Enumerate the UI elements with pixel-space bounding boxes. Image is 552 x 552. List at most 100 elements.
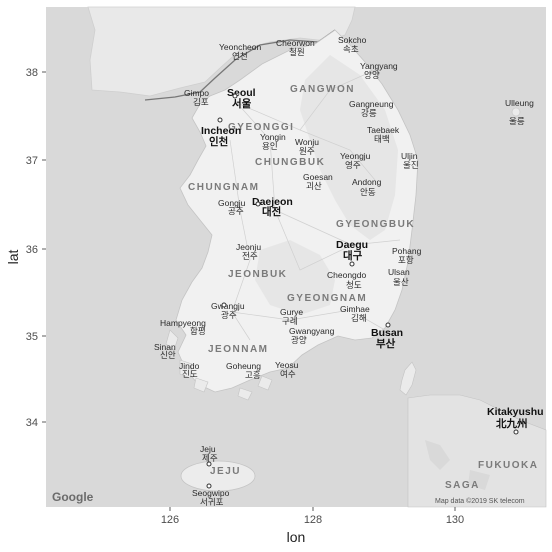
y-tick-label: 34: [26, 417, 38, 429]
city-hampyeong-ko: 함평: [190, 326, 206, 336]
city-sinan-ko: 신안: [160, 350, 176, 360]
y-tick-label: 38: [26, 67, 38, 79]
city-seogwipo-ko: 서귀포: [200, 497, 224, 507]
region-jeju: JEJU: [210, 466, 241, 477]
city-goheung: Goheung: [226, 361, 261, 371]
city-ulleung-ko: 울릉: [509, 116, 525, 126]
city-gwangyang-ko: 광양: [291, 335, 307, 345]
region-jeonnam: JEONNAM: [208, 344, 269, 355]
jeju-island: [180, 460, 256, 492]
city-jeonju: Jeonju: [236, 242, 261, 252]
city-pohang-ko: 포항: [398, 255, 414, 265]
city-yeongju: Yeongju: [340, 151, 371, 161]
city-incheon: Incheon: [201, 125, 241, 137]
map-attribution: Map data ©2019 SK telecom: [435, 497, 525, 505]
city-kitakyushu-ko: 北九州: [496, 417, 528, 430]
city-labels: Yeoncheon 연천 Cheorwon 철원 Sokcho 속초 Yangy…: [154, 35, 544, 507]
city-gwangju-ko: 광주: [221, 310, 237, 320]
region-gyeongbuk: GYEONGBUK: [336, 219, 415, 230]
y-tick-label: 37: [26, 155, 38, 167]
city-daegu-ko: 대구: [343, 249, 363, 262]
city-yeoncheon-ko: 연천: [232, 51, 248, 61]
city-gangneung: Gangneung: [349, 99, 394, 109]
city-gongju-ko: 공주: [228, 206, 244, 216]
region-chungnam: CHUNGNAM: [188, 182, 259, 193]
region-gyeonggi: GYEONGGI: [228, 122, 294, 133]
dmz-line: [144, 29, 336, 101]
region-saga: SAGA: [445, 480, 480, 491]
city-andong: Andong: [352, 177, 382, 187]
city-jeonju-ko: 전주: [242, 251, 258, 261]
x-axis: [169, 507, 456, 511]
city-cheorwon-ko: 철원: [289, 47, 305, 57]
x-axis-title: lon: [287, 529, 306, 545]
city-markers: [206, 93, 519, 489]
city-jindo-ko: 진도: [182, 369, 198, 379]
x-tick-label: 128: [304, 514, 322, 526]
city-kitakyushu: Kitakyushu: [487, 406, 544, 418]
city-ulsan-ko: 울산: [393, 277, 409, 287]
city-sokcho: Sokcho: [338, 35, 367, 45]
city-seogwipo: Seogwipo: [192, 488, 230, 498]
city-goheung-ko: 고흥: [245, 370, 261, 380]
city-taebaek: Taebaek: [367, 125, 400, 135]
city-yongin-ko: 용인: [262, 141, 278, 151]
x-tick-label: 126: [161, 514, 179, 526]
mountain-shading-east: [300, 55, 398, 240]
city-cheongdo-ko: 청도: [346, 280, 362, 290]
road-network: [229, 69, 401, 341]
city-gimhae: Gimhae: [340, 304, 370, 314]
city-gimpo: Gimpo: [184, 88, 209, 98]
city-gurye-ko: 구례: [282, 316, 298, 326]
region-jeonbuk: JEONBUK: [228, 269, 287, 280]
city-andong-ko: 안동: [360, 187, 376, 197]
region-gyeongnam: GYEONGNAM: [287, 293, 367, 304]
city-uljin: Uljin: [401, 151, 418, 161]
city-wonju: Wonju: [295, 137, 319, 147]
city-goesan: Goesan: [303, 172, 333, 182]
city-daejeon-ko: 대전: [262, 205, 281, 218]
city-daejeon: Daejeon: [252, 196, 293, 208]
y-tick-label: 36: [26, 244, 38, 256]
city-cheongdo: Cheongdo: [327, 270, 367, 280]
city-gimhae-ko: 김해: [351, 313, 367, 323]
city-gwangju: Gwangju: [211, 301, 245, 311]
y-axis-title: lat: [5, 250, 21, 265]
kyushu-landmass: [407, 394, 547, 508]
city-jeju-ko: 제주: [202, 453, 218, 463]
city-gangneung-ko: 강릉: [361, 108, 377, 118]
city-yeosu: Yeosu: [275, 360, 299, 370]
city-gimpo-ko: 김포: [193, 97, 209, 107]
city-yangyang-ko: 양양: [364, 70, 380, 80]
x-tick-label: 130: [446, 514, 464, 526]
city-yongin: Yongin: [260, 132, 286, 142]
city-seoul-ko: 서울: [232, 97, 252, 110]
city-taebaek-ko: 태백: [374, 134, 390, 144]
y-axis: [42, 71, 46, 423]
city-wonju-ko: 원주: [299, 146, 315, 156]
city-ulsan: Ulsan: [388, 267, 410, 277]
north-landmass: [87, 6, 356, 97]
city-yangyang: Yangyang: [360, 61, 398, 71]
kyushu-coast-detail: [425, 440, 490, 490]
ulleung-island: [511, 107, 521, 117]
city-ulleung: Ulleung: [505, 98, 534, 108]
city-jindo: Jindo: [179, 361, 200, 371]
city-cheorwon: Cheorwon: [276, 38, 315, 48]
city-pohang: Pohang: [392, 246, 422, 256]
city-sinan: Sinan: [154, 342, 176, 352]
city-jeju: Jeju: [200, 444, 216, 454]
city-daegu: Daegu: [336, 239, 368, 251]
region-labels: GANGWON GYEONGGI CHUNGBUK CHUNGNAM GYEON…: [188, 84, 537, 491]
google-logo: Google: [52, 490, 94, 504]
y-tick-label: 35: [26, 331, 38, 343]
mountain-shading-south: [255, 240, 335, 315]
city-busan: Busan: [371, 327, 403, 339]
city-gurye: Gurye: [280, 307, 303, 317]
city-yeongju-ko: 영주: [345, 160, 361, 170]
region-chungbuk: CHUNGBUK: [255, 157, 325, 168]
city-busan-ko: 부산: [376, 337, 396, 350]
city-incheon-ko: 인천: [209, 135, 228, 148]
region-gangwon: GANGWON: [290, 84, 355, 95]
